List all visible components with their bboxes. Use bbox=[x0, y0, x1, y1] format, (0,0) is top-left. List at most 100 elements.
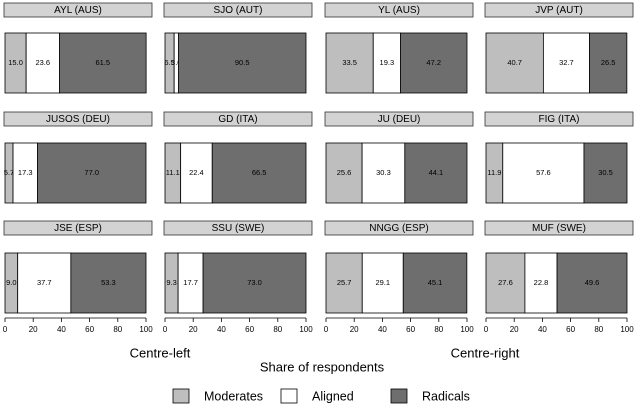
x-tick-label: 100 bbox=[460, 325, 474, 334]
value-label: 77.0 bbox=[84, 168, 99, 177]
panel-title: MUF (SWE) bbox=[532, 223, 586, 234]
value-label: 22.4 bbox=[189, 168, 204, 177]
panel-title: NNGG (ESP) bbox=[369, 223, 428, 234]
value-label: 30.5 bbox=[598, 168, 613, 177]
value-label: 11.9 bbox=[487, 168, 501, 177]
value-label: 45.1 bbox=[428, 278, 443, 287]
strip bbox=[3, 2, 153, 18]
value-label: 47.2 bbox=[426, 58, 441, 67]
bar-segment bbox=[211, 142, 307, 204]
x-tick-label: 60 bbox=[406, 325, 415, 334]
x-tick-label: 20 bbox=[189, 325, 198, 334]
group-label: Centre-right bbox=[451, 345, 520, 360]
value-label: 44.1 bbox=[429, 168, 444, 177]
strip bbox=[3, 111, 153, 127]
bar-segment bbox=[177, 252, 204, 314]
value-label: 32.7 bbox=[559, 58, 574, 67]
x-tick-label: 60 bbox=[566, 325, 575, 334]
value-label: 25.6 bbox=[337, 168, 352, 177]
value-label: 29.1 bbox=[375, 278, 390, 287]
value-label: 66.5 bbox=[252, 168, 267, 177]
x-tick-label: 20 bbox=[29, 325, 38, 334]
bar-segment bbox=[485, 252, 526, 314]
x-tick-label: 0 bbox=[3, 325, 8, 334]
value-label: 73.0 bbox=[247, 278, 262, 287]
x-tick-label: 80 bbox=[594, 325, 603, 334]
bar-segment bbox=[361, 252, 404, 314]
panel-title: JVP (AUT) bbox=[535, 5, 583, 16]
bar-segment bbox=[556, 252, 628, 314]
x-tick-label: 80 bbox=[434, 325, 443, 334]
bar-segment bbox=[402, 252, 468, 314]
x-tick-label: 20 bbox=[350, 325, 359, 334]
x-tick-label: 80 bbox=[273, 325, 282, 334]
x-tick-label: 20 bbox=[510, 325, 519, 334]
value-label: 5.7 bbox=[4, 168, 14, 177]
legend-swatch bbox=[172, 388, 190, 404]
value-label: 15.0 bbox=[8, 58, 23, 67]
value-label: 17.7 bbox=[183, 278, 198, 287]
value-label: 53.3 bbox=[101, 278, 116, 287]
bar-segment bbox=[400, 32, 468, 94]
value-label: 17.3 bbox=[18, 168, 33, 177]
panel-title: YL (AUS) bbox=[378, 5, 420, 16]
strip bbox=[3, 220, 153, 236]
value-label: 3.0 bbox=[171, 58, 181, 67]
x-tick-label: 60 bbox=[245, 325, 254, 334]
bar-segment bbox=[325, 142, 363, 204]
strip bbox=[163, 220, 313, 236]
value-label: 37.7 bbox=[37, 278, 52, 287]
legend-label: Radicals bbox=[422, 389, 470, 403]
x-tick-label: 100 bbox=[299, 325, 313, 334]
panel-title: JU (DEU) bbox=[378, 114, 421, 125]
value-label: 9.0 bbox=[6, 278, 16, 287]
bar-segment bbox=[25, 32, 60, 94]
bar-segment bbox=[177, 32, 307, 94]
x-tick-label: 40 bbox=[378, 325, 387, 334]
strip bbox=[324, 220, 474, 236]
value-label: 49.6 bbox=[585, 278, 600, 287]
bar-segment bbox=[59, 32, 147, 94]
panel-title: GD (ITA) bbox=[218, 114, 257, 125]
strip bbox=[324, 2, 474, 18]
bar-segment bbox=[325, 32, 374, 94]
bar-segment bbox=[589, 32, 628, 94]
value-label: 11.1 bbox=[166, 168, 180, 177]
bar-segment bbox=[404, 142, 468, 204]
bar-segment bbox=[180, 142, 213, 204]
bar-segment bbox=[17, 252, 72, 314]
bar-segment bbox=[542, 32, 590, 94]
panel-title: AYL (AUS) bbox=[54, 5, 102, 16]
value-label: 90.5 bbox=[235, 58, 250, 67]
legend-label: Moderates bbox=[204, 389, 263, 403]
x-tick-label: 100 bbox=[139, 325, 153, 334]
panel-title: SSU (SWE) bbox=[212, 223, 265, 234]
x-tick-label: 100 bbox=[620, 325, 634, 334]
group-label: Centre-left bbox=[130, 345, 191, 360]
strip bbox=[163, 111, 313, 127]
value-label: 40.7 bbox=[507, 58, 522, 67]
legend-swatch bbox=[390, 388, 408, 404]
panel-title: JUSOS (DEU) bbox=[46, 114, 110, 125]
bar-segment bbox=[485, 32, 544, 94]
value-label: 57.6 bbox=[536, 168, 551, 177]
x-tick-label: 40 bbox=[57, 325, 66, 334]
value-label: 61.5 bbox=[95, 58, 110, 67]
bar-segment bbox=[361, 142, 406, 204]
x-tick-label: 0 bbox=[324, 325, 329, 334]
panel-title: SJO (AUT) bbox=[214, 5, 263, 16]
value-label: 19.3 bbox=[380, 58, 395, 67]
strip bbox=[163, 2, 313, 18]
x-tick-label: 40 bbox=[538, 325, 547, 334]
bar-segment bbox=[372, 32, 401, 94]
bar-segment bbox=[70, 252, 147, 314]
strip bbox=[324, 111, 474, 127]
value-label: 23.6 bbox=[35, 58, 50, 67]
x-tick-label: 60 bbox=[85, 325, 94, 334]
x-tick-label: 0 bbox=[163, 325, 168, 334]
value-label: 22.8 bbox=[534, 278, 549, 287]
value-label: 30.3 bbox=[376, 168, 391, 177]
value-label: 9.3 bbox=[166, 278, 176, 287]
bar-segment bbox=[12, 142, 38, 204]
